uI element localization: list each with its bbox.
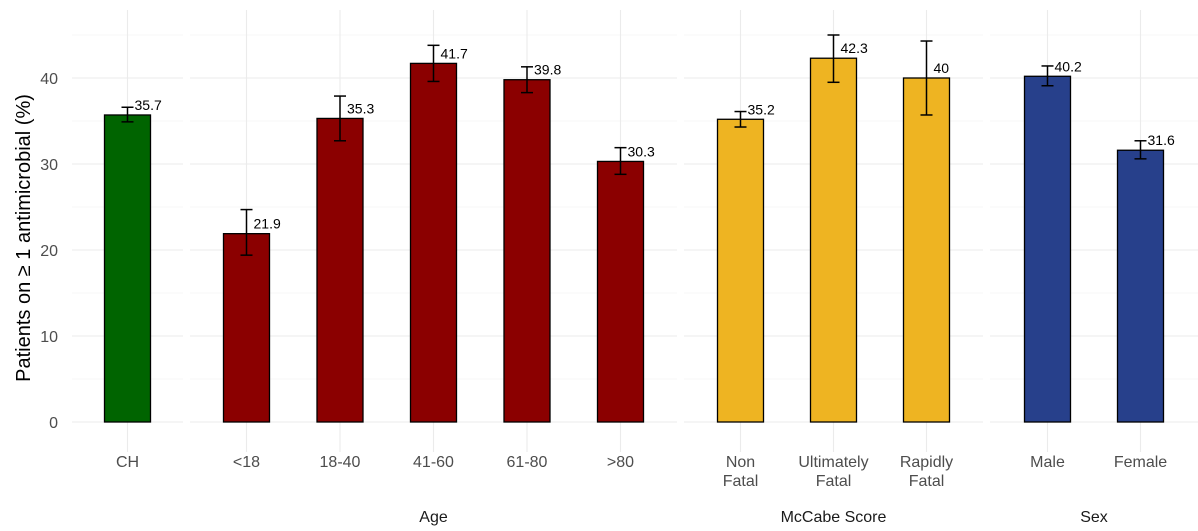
data-label: 40.2 (1055, 58, 1082, 74)
y-tick-label: 20 (40, 243, 58, 260)
x-tick-label: 41-60 (413, 454, 454, 471)
y-tick-label: 40 (40, 71, 58, 88)
bar (809, 57, 858, 423)
x-tick-label: Male (1030, 454, 1065, 471)
data-label: 31.6 (1148, 132, 1175, 148)
error-bar (240, 208, 253, 256)
x-tick-label: Female (1114, 454, 1167, 471)
bar (103, 114, 152, 423)
panel-mccabe-score: 35.2 Non Fatal 42.3 Ultimately Fatal 40 Rapidly… (684, 10, 983, 526)
error-bar (920, 40, 933, 116)
error-bar (334, 95, 346, 142)
error-bar (1041, 65, 1054, 87)
y-tick-label: 10 (40, 329, 58, 346)
y-axis-title: Patients on ≥ 1 antimicrobial (%) (13, 94, 35, 382)
bar (222, 233, 271, 423)
data-label: 21.9 (254, 216, 281, 232)
chart-panels: 35.7 CH 21.9 <18 35.3 18-40 41.7 41-60 39.8 61-80… (72, 10, 1198, 526)
facet-label: McCabe Score (781, 509, 887, 526)
bar (409, 62, 458, 423)
data-label: 35.2 (748, 101, 775, 117)
facet-label: Age (419, 509, 448, 526)
x-tick-label: Non Fatal (723, 454, 759, 490)
y-tick-label: 0 (49, 415, 58, 432)
y-axis: 0 10 20 30 40 (40, 71, 58, 432)
facet-label: Sex (1080, 509, 1108, 526)
x-tick-label: CH (116, 454, 139, 471)
panel-age: 21.9 <18 35.3 18-40 41.7 41-60 39.8 61-80 30.3 >8… (190, 10, 677, 526)
x-tick-label: <18 (233, 454, 260, 471)
error-bar (521, 66, 533, 94)
x-tick-label: Ultimately Fatal (798, 454, 868, 490)
bar (596, 160, 645, 423)
x-tick-label: 61-80 (507, 454, 548, 471)
data-label: 40 (934, 60, 950, 76)
error-bar (614, 146, 627, 176)
data-label: 35.7 (135, 97, 162, 113)
panel-overall: 35.7 CH (72, 10, 183, 471)
bar (1023, 75, 1072, 423)
bar (1116, 149, 1165, 423)
bar (902, 77, 951, 423)
error-bar (427, 44, 440, 83)
error-bar (734, 110, 747, 128)
bar (316, 117, 364, 423)
error-bar (827, 34, 840, 84)
panel-sex: 40.2 Male 31.6 Female Sex (990, 10, 1198, 526)
data-label: 39.8 (534, 62, 561, 78)
x-tick-label: >80 (607, 454, 634, 471)
data-label: 30.3 (628, 143, 655, 159)
data-label: 42.3 (841, 40, 868, 56)
data-label: 35.3 (347, 100, 374, 116)
error-bar (1134, 140, 1147, 160)
x-tick-label: 18-40 (320, 454, 361, 471)
y-tick-label: 30 (40, 157, 58, 174)
bar (503, 79, 551, 423)
error-bar (121, 106, 134, 123)
bar (716, 118, 765, 423)
data-label: 41.7 (441, 45, 468, 61)
x-tick-label: Rapidly Fatal (900, 454, 953, 490)
